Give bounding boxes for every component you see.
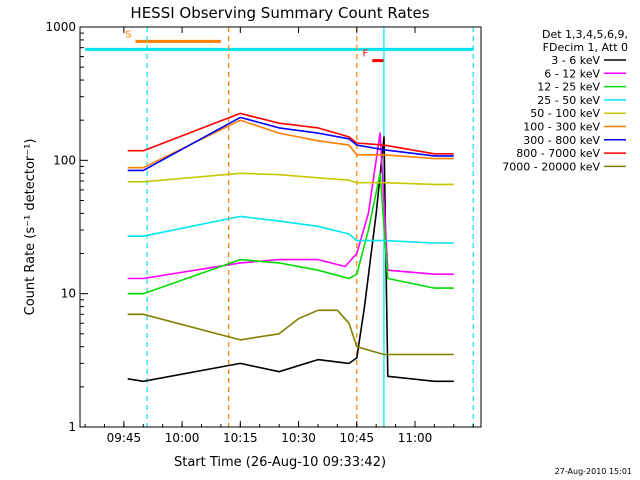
series-line-7	[127, 112, 454, 155]
y-tick-label-0: 1	[68, 420, 76, 434]
chart-title: HESSI Observing Summary Count Rates	[130, 4, 429, 22]
series-line-2	[127, 172, 454, 295]
data-layer: S N F	[74, 27, 474, 427]
x-tick-label-4: 10:45	[339, 431, 374, 445]
flag-label-f: F	[363, 49, 369, 60]
legend-label-1: 6 - 12 keV	[544, 67, 600, 80]
timestamp: 27-Aug-2010 15:01	[555, 467, 632, 476]
series-line-5	[127, 119, 454, 169]
y-tick-label-2: 100	[53, 153, 76, 167]
legend-label-8: 7000 - 20000 keV	[502, 160, 600, 173]
series-line-8	[127, 309, 454, 356]
x-axis-label: Start Time (26-Aug-10 09:33:42)	[174, 455, 386, 470]
x-tick-label-3: 10:30	[281, 431, 316, 445]
series-line-1	[127, 132, 454, 280]
legend-label-3: 25 - 50 keV	[537, 94, 600, 107]
legend-label-5: 100 - 300 keV	[523, 121, 600, 134]
series-line-0	[127, 136, 454, 383]
legend-label-2: 12 - 25 keV	[537, 81, 600, 94]
y-tick-label-1: 10	[61, 287, 76, 301]
y-tick-label-3: 1000	[45, 20, 76, 34]
series-line-4	[127, 172, 454, 186]
series-line-3	[127, 215, 454, 244]
x-tick-label-2: 10:15	[223, 431, 258, 445]
flag-label-s: S	[125, 29, 131, 40]
legend-label-6: 300 - 800 keV	[523, 134, 600, 147]
plot-frame	[79, 26, 482, 428]
legend-label-0: 3 - 6 keV	[551, 54, 600, 67]
flag-label-n: N	[74, 37, 81, 48]
y-axis-label: Count Rate (s⁻¹ detector⁻¹)	[23, 139, 38, 316]
x-tick-label-1: 10:00	[165, 431, 200, 445]
legend-label-7: 800 - 7000 keV	[516, 147, 600, 160]
legend-label-4: 50 - 100 keV	[530, 107, 600, 120]
axes: 09:45 10:00 10:15 10:30 10:45 11:00 1 10 100 1000	[45, 20, 474, 445]
series-line-6	[127, 116, 454, 172]
legend-header-1: FDecim 1, Att 0	[543, 41, 628, 54]
x-tick-label-5: 11:00	[398, 431, 433, 445]
legend-header-0: Det 1,3,4,5,6,9,	[542, 28, 628, 41]
x-tick-label-0: 09:45	[107, 431, 142, 445]
legend: Det 1,3,4,5,6,9,FDecim 1, Att 03 - 6 keV…	[502, 28, 628, 173]
